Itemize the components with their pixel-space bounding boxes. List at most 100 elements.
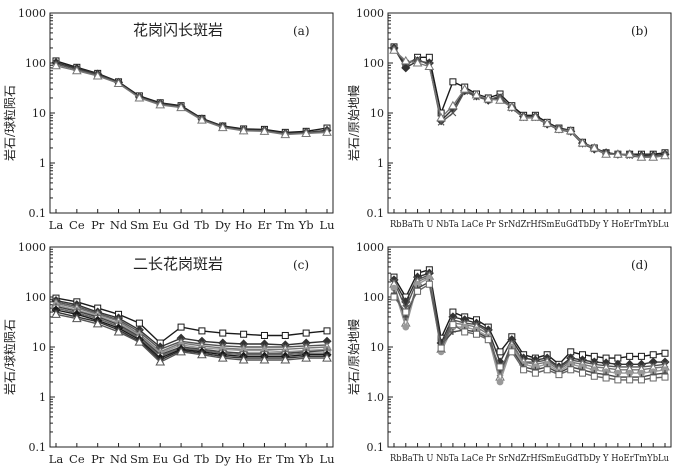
data-point — [542, 118, 553, 127]
y-axis-label: 岩石/球粒陨石 — [2, 85, 17, 161]
x-tick-label: Tb — [194, 452, 209, 466]
y-tick-label: 10 — [370, 341, 384, 354]
data-point — [554, 124, 564, 133]
data-point — [555, 371, 563, 379]
data-point — [613, 149, 623, 158]
data-point — [649, 351, 657, 359]
axes — [49, 12, 334, 214]
data-point — [281, 331, 289, 339]
y-axis-label: 岩石/原始地幔 — [346, 85, 361, 161]
series-line — [393, 48, 665, 159]
data-point — [176, 346, 186, 356]
data-point — [238, 354, 249, 364]
x-tick-label: Tb — [194, 218, 209, 232]
data-point — [424, 61, 435, 71]
x-tick-label: Pr — [91, 218, 105, 232]
y-tick-label: 1 — [39, 391, 46, 404]
x-tick-label: Ce — [69, 452, 85, 466]
x-tick-label: La — [49, 218, 64, 232]
y-tick-label: 1000 — [356, 7, 384, 20]
data-point — [113, 326, 124, 336]
x-tick-label: Sm — [130, 452, 149, 466]
data-point — [520, 366, 528, 374]
data-point — [626, 352, 634, 360]
data-point — [259, 354, 270, 364]
x-tick-label: Pr — [91, 452, 105, 466]
panel-b: 0.1 1 10 100 1000 RbBaTh U NbTa LaCe Pr SrNdZ… — [346, 7, 672, 230]
data-point — [448, 100, 458, 110]
y-tick-label: 0.1 — [29, 207, 47, 220]
y-tick-label: 100 — [25, 291, 46, 304]
x-tick-label: Yb — [298, 218, 314, 232]
data-point — [601, 149, 611, 158]
data-point — [577, 138, 588, 147]
data-point — [449, 328, 456, 335]
y-tick-label: 10 — [370, 107, 384, 120]
series-line — [55, 301, 328, 351]
axes — [387, 246, 672, 448]
x-tick-label: Yb — [298, 452, 314, 466]
y-tick-label: 0.1 — [29, 441, 47, 454]
x-tick-label: Nd — [110, 452, 128, 466]
y-tick-label: 100 — [25, 57, 46, 70]
series-0 — [52, 57, 331, 136]
data-point — [589, 142, 600, 152]
y-tick-label: 10 — [32, 107, 46, 120]
data-point — [259, 126, 270, 135]
x-tick-label: Dy — [215, 452, 231, 466]
data-point — [543, 366, 551, 374]
data-point — [496, 363, 504, 371]
data-point — [449, 78, 457, 86]
data-point — [624, 149, 635, 158]
data-point — [92, 318, 103, 328]
data-point — [400, 55, 411, 65]
series-6 — [390, 280, 669, 384]
x-tick-label: Eu — [152, 452, 168, 466]
chart-title: 花岗闪长斑岩 — [133, 21, 223, 39]
panel-label: (d) — [631, 258, 648, 272]
panel-label: (c) — [293, 258, 309, 272]
data-point — [197, 115, 207, 124]
panel-label: (a) — [293, 24, 310, 38]
data-point — [71, 313, 82, 323]
series-3 — [51, 60, 332, 139]
data-point — [51, 60, 61, 70]
axes — [49, 246, 334, 448]
data-point — [280, 129, 291, 139]
x-tick-labels: RbBaTh U NbTa LaCe Pr SrNdZrHfSmEuGdTbDy… — [390, 453, 669, 464]
x-tick-label: La — [49, 452, 64, 466]
chart-title: 二长花岗斑岩 — [133, 255, 223, 273]
series-0 — [390, 43, 669, 158]
data-point — [495, 95, 505, 104]
data-point — [565, 125, 576, 135]
x-tick-label: Nd — [110, 218, 128, 232]
series-3 — [389, 45, 670, 161]
data-point — [508, 348, 516, 356]
data-point — [484, 336, 492, 344]
series-line — [393, 47, 666, 157]
data-point — [531, 369, 539, 377]
data-point — [323, 327, 331, 335]
x-tick-label: Ho — [235, 218, 252, 232]
data-point — [472, 330, 480, 338]
data-point — [134, 92, 145, 102]
panel-a: 0.1 1 10 100 1000 La Ce Pr Nd Sm Eu Gd Tb Dy Ho Er Tm Yb L… — [2, 7, 335, 232]
series-1 — [389, 43, 670, 161]
y-tick-label: 1000 — [18, 7, 46, 20]
data-point — [660, 150, 670, 160]
x-tick-labels: RbBaTh U NbTa LaCe Pr SrNdZrHfSmEuGdTbDy… — [390, 219, 669, 230]
x-tick-label: Ho — [235, 452, 252, 466]
data-point — [155, 357, 166, 366]
data-point — [661, 373, 669, 381]
series-line — [55, 311, 327, 361]
data-point — [176, 102, 186, 112]
y-axis-label: 岩石/球粒陨石 — [2, 319, 17, 395]
series-9 — [51, 309, 332, 366]
data-point — [301, 128, 312, 137]
axes — [387, 12, 672, 214]
data-point — [389, 45, 399, 54]
x-tick-label: Lu — [319, 218, 334, 232]
data-point — [155, 99, 166, 109]
data-point — [280, 354, 291, 364]
